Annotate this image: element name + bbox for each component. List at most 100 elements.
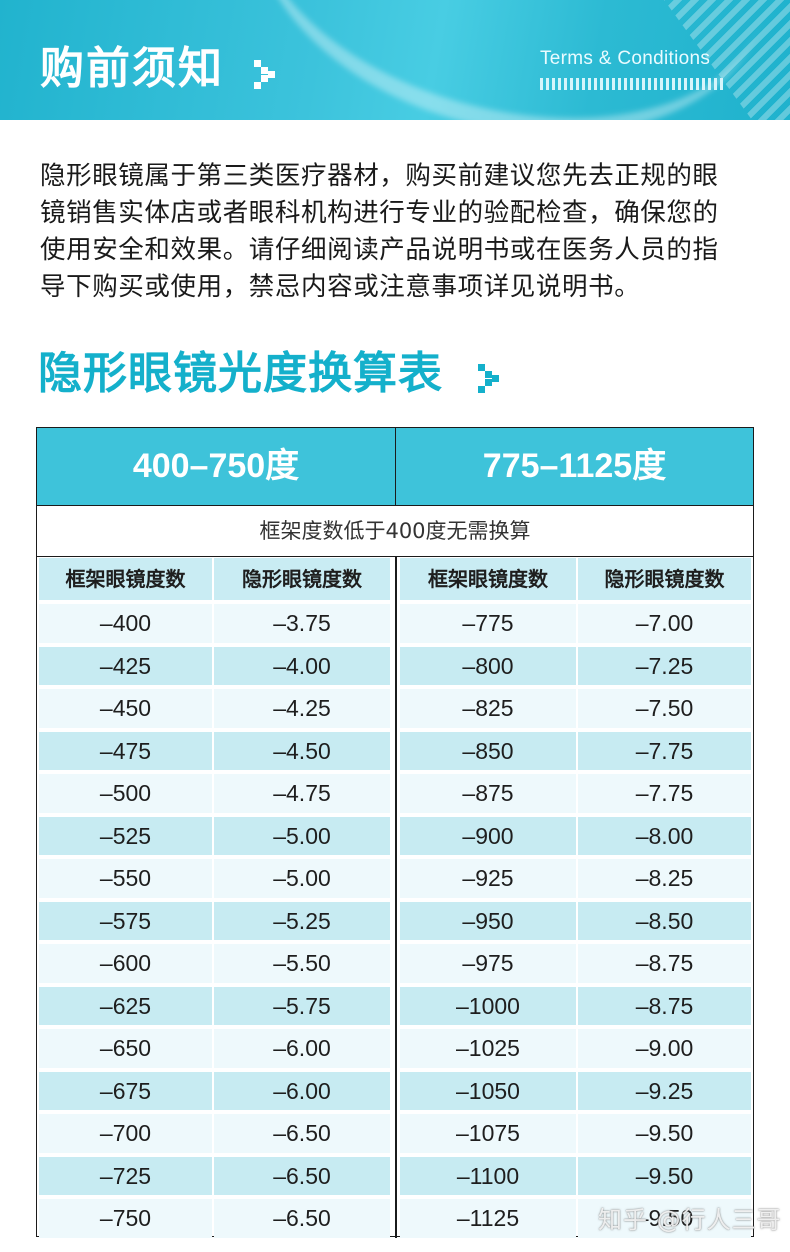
intro-line: 使用安全和效果。请仔细阅读产品说明书或在医务人员的指 [40, 235, 719, 265]
intro-line: 隐形眼镜属于第三类医疗器材，购买前建议您先去正规的眼 [40, 161, 719, 191]
column-header: 框架眼镜度数 [400, 558, 576, 600]
intro-line: 导下购买或使用，禁忌内容或注意事项详见说明书。 [40, 272, 641, 302]
contact-power-cell: –6.00 [214, 1071, 390, 1110]
table-row: –625 –5.75 –1000 –8.75 [37, 985, 753, 1028]
contact-power-cell: –5.50 [214, 944, 390, 983]
frame-power-cell: –750 [39, 1199, 212, 1238]
contact-power-cell: –6.50 [214, 1199, 390, 1238]
frame-power-cell: –1000 [400, 986, 576, 1025]
contact-power-cell: –9.50 [578, 1114, 751, 1153]
contact-power-cell: –5.00 [214, 859, 390, 898]
table-row: –675 –6.00 –1050 –9.25 [37, 1070, 753, 1113]
chevron-right-icon [478, 364, 500, 394]
section-title: 隐形眼镜光度换算表 [38, 348, 443, 399]
contact-power-cell: –8.50 [578, 901, 751, 940]
contact-power-cell: –7.50 [578, 689, 751, 728]
frame-power-cell: –950 [400, 901, 576, 940]
frame-power-cell: –825 [400, 689, 576, 728]
frame-power-cell: –600 [39, 944, 212, 983]
banner-title: 购前须知 [40, 43, 224, 94]
frame-power-cell: –1075 [400, 1114, 576, 1153]
column-divider [395, 557, 397, 1238]
frame-power-cell: –425 [39, 646, 212, 685]
contact-power-cell: –5.25 [214, 901, 390, 940]
frame-power-cell: –675 [39, 1071, 212, 1110]
frame-power-cell: –875 [400, 774, 576, 813]
contact-power-cell: –5.00 [214, 816, 390, 855]
contact-power-cell: –4.00 [214, 646, 390, 685]
contact-power-cell: –9.50 [578, 1156, 751, 1195]
banner-subtitle-en: Terms & Conditions [540, 48, 711, 69]
contact-power-cell: –7.00 [578, 604, 751, 643]
contact-power-cell: –3.75 [214, 604, 390, 643]
range-header-row: 400–750度 775–1125度 [37, 428, 753, 506]
contact-power-cell: –7.75 [578, 731, 751, 770]
frame-power-cell: –975 [400, 944, 576, 983]
table-row: –525 –5.00 –900 –8.00 [37, 815, 753, 858]
table-body: 框架眼镜度数 隐形眼镜度数 框架眼镜度数 隐形眼镜度数 –400 –3.75 –… [37, 558, 753, 1240]
table-row: –750 –6.50 –1125 –9.50 [37, 1197, 753, 1240]
contact-power-cell: –8.00 [578, 816, 751, 855]
frame-power-cell: –800 [400, 646, 576, 685]
frame-power-cell: –500 [39, 774, 212, 813]
frame-power-cell: –475 [39, 731, 212, 770]
frame-power-cell: –575 [39, 901, 212, 940]
frame-power-cell: –1100 [400, 1156, 576, 1195]
table-row: –725 –6.50 –1100 –9.50 [37, 1155, 753, 1198]
decorative-bar-pattern [540, 78, 724, 90]
table-row: –500 –4.75 –875 –7.75 [37, 772, 753, 815]
contact-power-cell: –4.25 [214, 689, 390, 728]
frame-power-cell: –650 [39, 1029, 212, 1068]
header-banner: 购前须知 Terms & Conditions [0, 0, 790, 120]
frame-power-cell: –700 [39, 1114, 212, 1153]
contact-power-cell: –9.50 [578, 1199, 751, 1238]
contact-power-cell: –4.50 [214, 731, 390, 770]
contact-power-cell: –6.50 [214, 1156, 390, 1195]
contact-power-cell: –5.75 [214, 986, 390, 1025]
frame-power-cell: –1050 [400, 1071, 576, 1110]
contact-power-cell: –8.75 [578, 944, 751, 983]
watermark: 知乎 @行人三哥 [598, 1206, 782, 1234]
contact-power-cell: –9.00 [578, 1029, 751, 1068]
frame-power-cell: –1125 [400, 1199, 576, 1238]
frame-power-cell: –400 [39, 604, 212, 643]
range-header-left: 400–750度 [37, 428, 396, 505]
contact-power-cell: –9.25 [578, 1071, 751, 1110]
column-header: 隐形眼镜度数 [578, 558, 751, 600]
range-header-right: 775–1125度 [482, 447, 667, 485]
intro-paragraph: 隐形眼镜属于第三类医疗器材，购买前建议您先去正规的眼 镜销售实体店或者眼科机构进… [40, 158, 760, 306]
frame-power-cell: –850 [400, 731, 576, 770]
table-row: –400 –3.75 –775 –7.00 [37, 602, 753, 645]
table-row: –450 –4.25 –825 –7.50 [37, 687, 753, 730]
frame-power-cell: –1025 [400, 1029, 576, 1068]
contact-power-cell: –8.75 [578, 986, 751, 1025]
table-row: –475 –4.50 –850 –7.75 [37, 730, 753, 773]
table-row: –700 –6.50 –1075 –9.50 [37, 1112, 753, 1155]
contact-power-cell: –7.75 [578, 774, 751, 813]
table-row: –550 –5.00 –925 –8.25 [37, 857, 753, 900]
frame-power-cell: –725 [39, 1156, 212, 1195]
contact-power-cell: –4.75 [214, 774, 390, 813]
frame-power-cell: –550 [39, 859, 212, 898]
conversion-table: 400–750度 775–1125度 框架度数低于400度无需换算 框架眼镜度数… [36, 427, 754, 1240]
contact-power-cell: –8.25 [578, 859, 751, 898]
column-header: 框架眼镜度数 [39, 558, 212, 600]
table-note: 框架度数低于400度无需换算 [37, 506, 753, 557]
table-row: –600 –5.50 –975 –8.75 [37, 942, 753, 985]
chevron-right-icon [254, 60, 276, 90]
frame-power-cell: –525 [39, 816, 212, 855]
frame-power-cell: –450 [39, 689, 212, 728]
table-row: –425 –4.00 –800 –7.25 [37, 645, 753, 688]
contact-power-cell: –6.50 [214, 1114, 390, 1153]
frame-power-cell: –625 [39, 986, 212, 1025]
table-row: –650 –6.00 –1025 –9.00 [37, 1027, 753, 1070]
frame-power-cell: –775 [400, 604, 576, 643]
column-header: 隐形眼镜度数 [214, 558, 390, 600]
frame-power-cell: –925 [400, 859, 576, 898]
contact-power-cell: –6.00 [214, 1029, 390, 1068]
table-row: –575 –5.25 –950 –8.50 [37, 900, 753, 943]
column-header-row: 框架眼镜度数 隐形眼镜度数 框架眼镜度数 隐形眼镜度数 [37, 558, 753, 602]
contact-power-cell: –7.25 [578, 646, 751, 685]
intro-line: 镜销售实体店或者眼科机构进行专业的验配检查，确保您的 [40, 198, 719, 228]
frame-power-cell: –900 [400, 816, 576, 855]
